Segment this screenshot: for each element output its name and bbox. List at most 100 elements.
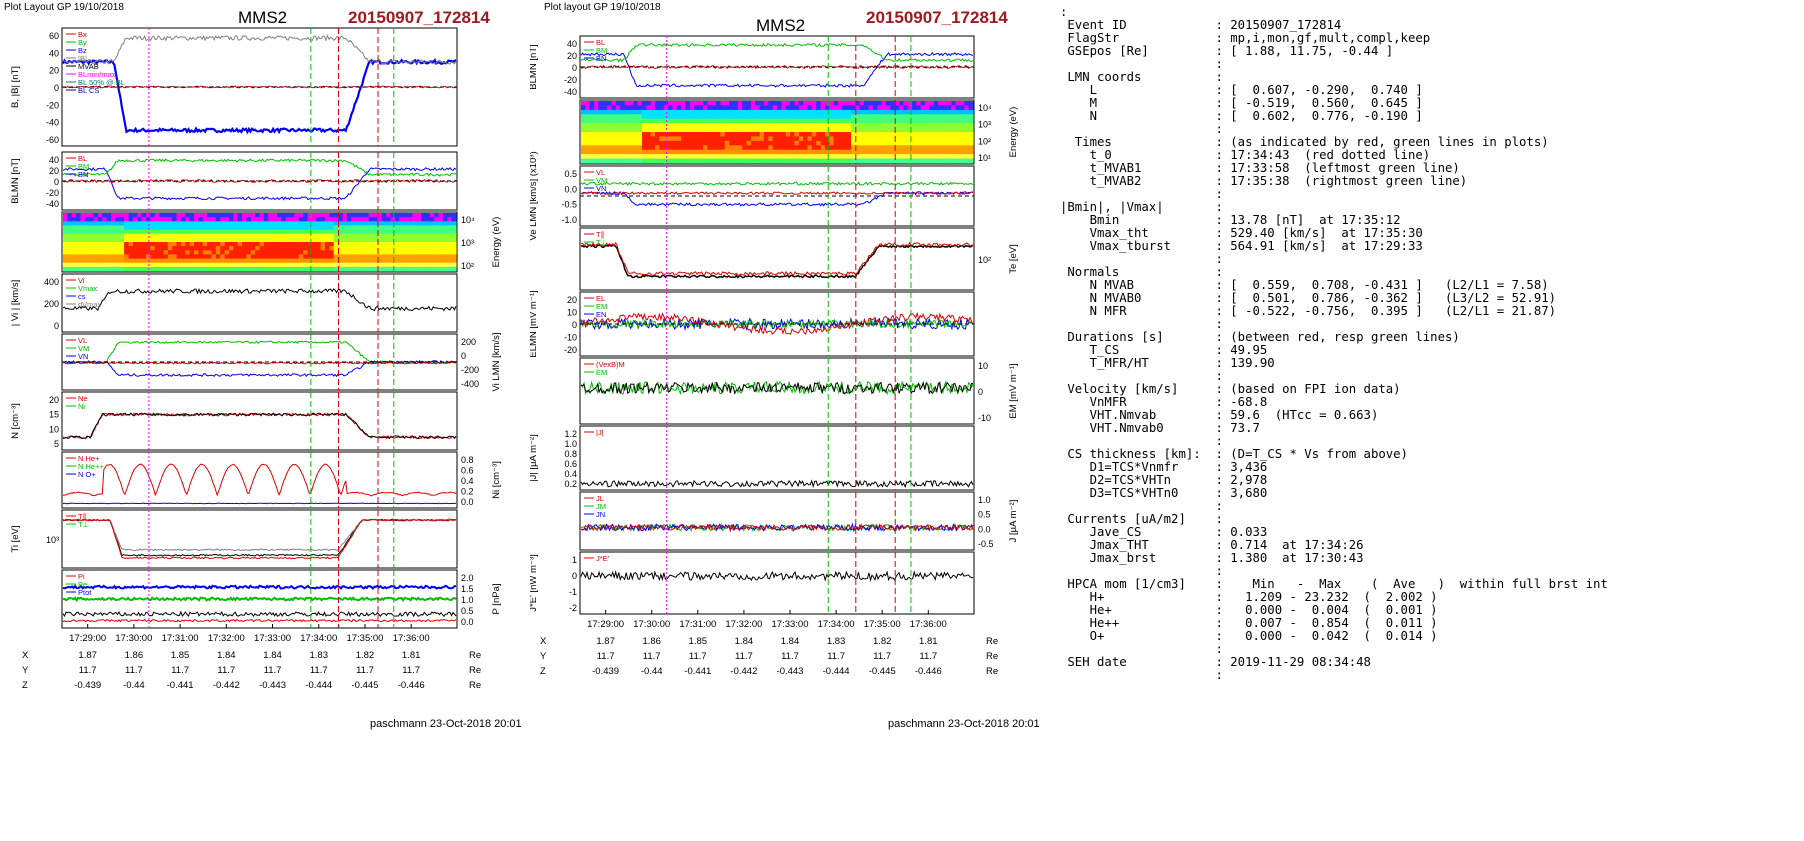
legend-label: T⊥ [596,238,608,247]
info-line: Jave_CS : 0.033 [1060,525,1268,539]
info-line: CS thickness [km]: : (D=T_CS * Vs from a… [1060,447,1408,461]
position-row-label: Z [22,680,28,691]
middle-spacecraft-label: MMS2 [756,16,806,35]
event-info-list: : Event ID : 20150907_172814 FlagStr : m… [1060,6,1608,682]
legend-label: EN [596,310,606,319]
legend-label: J*E' [596,554,610,563]
y-tick-label: 400 [44,277,59,287]
info-line: T_CS : 49.95 [1060,343,1268,357]
y-axis-label: J*E' [nW m⁻³] [530,554,539,612]
position-value: 11.7 [402,665,420,676]
y-tick-label: 0 [461,351,466,361]
legend-label: BL CS [78,86,99,95]
y-tick-label: -20 [46,188,59,198]
y-tick-label: 0.6 [461,466,474,476]
y-tick-label: 40 [49,48,59,58]
position-value: -0.441 [167,680,194,691]
time-tick-label: 17:30:00 [115,633,152,644]
position-value: -0.446 [915,666,942,677]
info-line: Velocity [km/s] : (based on FPI ion data… [1060,382,1401,396]
legend-label: EL [596,294,605,303]
legend-label: cs [78,292,86,301]
y-tick-label: 0 [54,177,59,187]
middle-event-id: 20150907_172814 [866,8,1008,27]
position-value: 11.7 [217,665,235,676]
time-tick-label: 17:35:00 [346,633,383,644]
y-tick-label: -400 [461,379,479,389]
left-event-id: 20150907_172814 [348,8,490,27]
info-line: H+ : 1.209 - 23.232 ( 2.002 ) [1060,590,1438,604]
series-line-ni-0 [62,463,457,497]
y-tick-label: 0.8 [461,455,474,465]
info-line: Durations [s] : (between red, resp green… [1060,330,1460,344]
panel-spec: 10⁴ 10³ 10² 10¹ Energy (eV) [579,99,1019,165]
legend-label: N O+ [78,470,96,479]
panel-frame [579,551,975,615]
y-tick-label: 10³ [978,120,991,130]
position-row-label: Y [22,665,29,676]
y-tick-label: -40 [46,118,59,128]
info-line: Jmax_THT : 0.714 at 17:34:26 [1060,538,1364,552]
legend-label: dVmax [78,300,102,309]
y-tick-label: 20 [49,166,59,176]
energy-spectrogram [63,213,457,272]
y-tick-label: -40 [564,87,577,97]
info-line: GSEpos [Re] : [ 1.88, 11.75, -0.44 ] [1060,44,1394,58]
info-line: FlagStr : mp,i,mon,gf,mult,compl,keep [1060,31,1431,45]
info-line: Event ID : 20150907_172814 [1060,18,1342,32]
series-line-b-1 [62,34,457,65]
panel-frame [579,227,975,291]
legend-label: EM [596,302,607,311]
legend-label: Vmax [78,284,97,293]
position-value: -0.441 [684,666,711,677]
legend-label: T∥ [596,230,604,239]
y-axis-label: Energy (eV) [491,217,502,268]
info-line: HPCA mom [1/cm3] : Min - Max ( Ave ) wit… [1060,577,1608,591]
legend-label: (VexB)M [596,360,625,369]
series-line-blmn-0 [62,166,457,201]
info-line: D3=TCS*VHTn0 : 3,680 [1060,486,1268,500]
panel-frame [61,391,458,451]
position-value: 11.7 [735,651,753,662]
energy-spectrogram [581,101,974,164]
y-tick-label: -0.5 [561,200,577,210]
position-unit: Re [986,666,998,677]
time-tick-label: 17:32:00 [725,619,762,630]
series-line-p-3 [62,618,457,623]
legend-label: BL [596,38,605,47]
info-line: N MFR : [ -0.522, -0.756, 0.395 ] (L2/L1… [1060,304,1557,318]
time-tick-label: 17:29:00 [69,633,106,644]
y-tick-label: 0.2 [461,487,474,497]
position-row-label: Z [540,666,546,677]
legend-label: EM [596,368,607,377]
position-value: -0.443 [259,680,286,691]
time-tick-label: 17:32:00 [208,633,245,644]
y-tick-label: -10 [978,413,991,423]
position-value: 1.87 [596,636,615,647]
y-tick-label: 0 [54,83,59,93]
y-tick-label: -1.0 [561,215,577,225]
y-tick-label: 10 [567,308,577,318]
time-tick-label: 17:33:00 [254,633,291,644]
position-value: -0.44 [123,680,145,691]
y-tick-label: 10³ [461,238,474,248]
y-tick-label: 0.5 [461,606,474,616]
position-value: -0.445 [351,680,378,691]
series-line-te-1 [581,241,973,277]
legend-label: VN [596,184,606,193]
series-line-te-0 [580,244,974,279]
legend-label: T⊥ [78,520,90,529]
y-axis-label: |J| [µA m⁻²] [530,434,539,482]
info-line: : [1060,317,1223,331]
time-tick-label: 17:31:00 [162,633,199,644]
series-line-em-1 [580,380,974,395]
legend-label: T∥ [78,512,86,521]
panel-frame [579,491,975,551]
middle-plot-layout-header: Plot layout GP 19/10/2018 [544,2,661,13]
position-value: 11.7 [310,665,328,676]
position-unit: Re [986,636,998,647]
position-unit: Re [469,680,481,691]
time-tick-label: 17:29:00 [587,619,624,630]
